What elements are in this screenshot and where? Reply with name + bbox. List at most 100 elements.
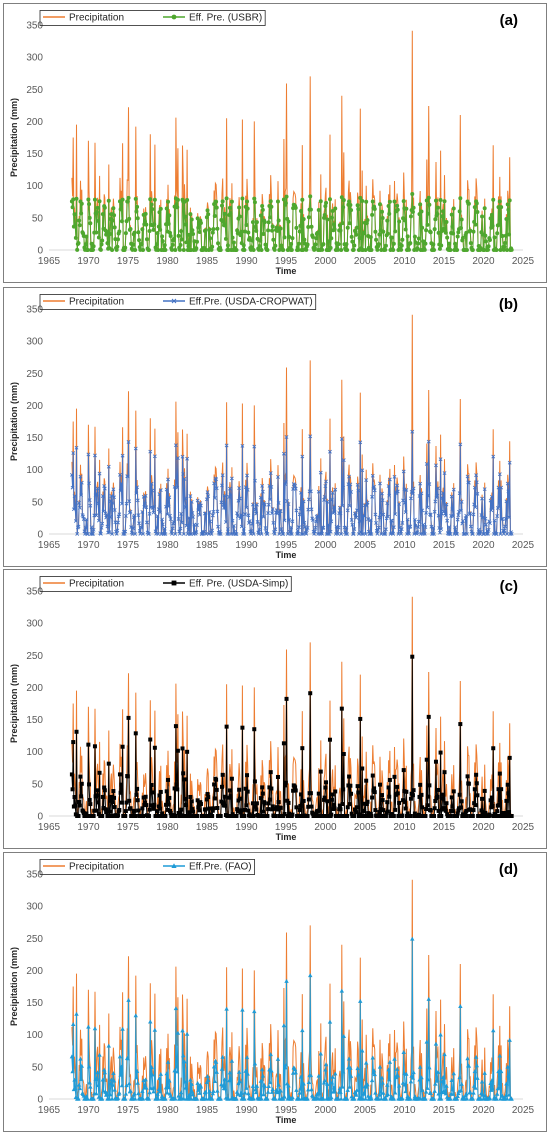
data-point xyxy=(229,776,234,781)
data-point xyxy=(425,803,430,808)
y-tick-label: 200 xyxy=(26,966,43,977)
data-point xyxy=(124,1083,129,1088)
data-point xyxy=(118,207,123,212)
data-point xyxy=(459,799,464,804)
data-point xyxy=(102,486,107,491)
data-point xyxy=(297,525,301,530)
data-point xyxy=(194,239,199,244)
data-point xyxy=(240,196,245,201)
data-point xyxy=(356,790,361,795)
data-point xyxy=(431,525,436,530)
data-point xyxy=(78,1056,83,1061)
data-point xyxy=(218,532,223,536)
y-tick-label: 250 xyxy=(26,934,43,945)
data-point xyxy=(391,814,396,818)
data-point xyxy=(170,531,174,536)
data-point xyxy=(224,196,229,201)
data-point xyxy=(148,737,153,742)
data-point xyxy=(488,521,492,526)
data-point xyxy=(372,1072,377,1077)
data-point xyxy=(226,814,231,818)
data-point xyxy=(411,486,416,491)
y-tick-label: 200 xyxy=(26,401,43,412)
data-point xyxy=(275,199,280,204)
data-point xyxy=(111,1078,117,1083)
data-point xyxy=(308,207,313,212)
data-point xyxy=(336,242,341,247)
data-point xyxy=(194,246,199,251)
data-point xyxy=(415,530,420,535)
data-point xyxy=(102,788,107,793)
data-point xyxy=(132,513,137,518)
data-point xyxy=(263,242,268,247)
data-point xyxy=(199,503,203,508)
data-point xyxy=(278,805,283,810)
data-point xyxy=(308,973,313,978)
data-point xyxy=(472,787,477,792)
data-point xyxy=(173,532,178,536)
data-point xyxy=(403,500,407,505)
data-point xyxy=(494,248,499,252)
data-point xyxy=(465,1056,470,1061)
data-point xyxy=(364,478,369,482)
data-point xyxy=(86,452,91,457)
data-point xyxy=(345,814,350,818)
data-point xyxy=(380,798,385,803)
data-point xyxy=(506,791,511,796)
data-point xyxy=(423,525,428,530)
data-point xyxy=(260,483,265,488)
data-point xyxy=(338,807,343,812)
data-point xyxy=(147,229,152,234)
data-point xyxy=(174,782,179,787)
data-point xyxy=(365,218,370,223)
data-point xyxy=(293,205,298,210)
data-point xyxy=(156,507,161,512)
data-point xyxy=(173,1006,179,1011)
data-point xyxy=(74,445,79,450)
data-point xyxy=(416,236,421,241)
data-point xyxy=(93,453,97,458)
data-point xyxy=(158,488,163,493)
data-point xyxy=(293,785,298,790)
data-point xyxy=(470,248,475,252)
data-point xyxy=(166,1085,171,1090)
data-point xyxy=(84,811,89,816)
data-point xyxy=(416,519,421,524)
data-point xyxy=(457,509,461,514)
data-point xyxy=(163,1096,168,1101)
data-point xyxy=(337,803,342,808)
data-point xyxy=(376,242,381,247)
data-point xyxy=(505,814,510,818)
data-point xyxy=(221,801,226,806)
data-point xyxy=(195,798,200,803)
data-point xyxy=(191,232,196,237)
data-point xyxy=(158,806,163,811)
data-point xyxy=(96,501,101,506)
data-point xyxy=(173,724,178,729)
data-point xyxy=(360,199,365,204)
data-point xyxy=(136,513,141,518)
data-point xyxy=(109,494,114,498)
data-point xyxy=(155,514,160,518)
data-point xyxy=(400,237,405,242)
data-point xyxy=(328,449,332,454)
x-tick-label: 1985 xyxy=(196,1105,219,1116)
data-point xyxy=(124,219,129,224)
data-point xyxy=(137,521,141,526)
data-point xyxy=(194,530,199,535)
data-point xyxy=(282,811,287,816)
data-point xyxy=(179,807,184,812)
data-point xyxy=(331,222,336,227)
data-point xyxy=(355,203,360,208)
data-point xyxy=(442,471,447,475)
data-point xyxy=(258,521,263,526)
data-point xyxy=(152,1085,157,1090)
data-point xyxy=(483,1093,488,1098)
data-point xyxy=(293,788,298,793)
data-point xyxy=(356,1072,361,1077)
data-point xyxy=(108,514,113,519)
data-point xyxy=(306,507,311,512)
data-point xyxy=(299,208,304,213)
data-point xyxy=(157,492,162,497)
data-point xyxy=(73,1086,78,1091)
